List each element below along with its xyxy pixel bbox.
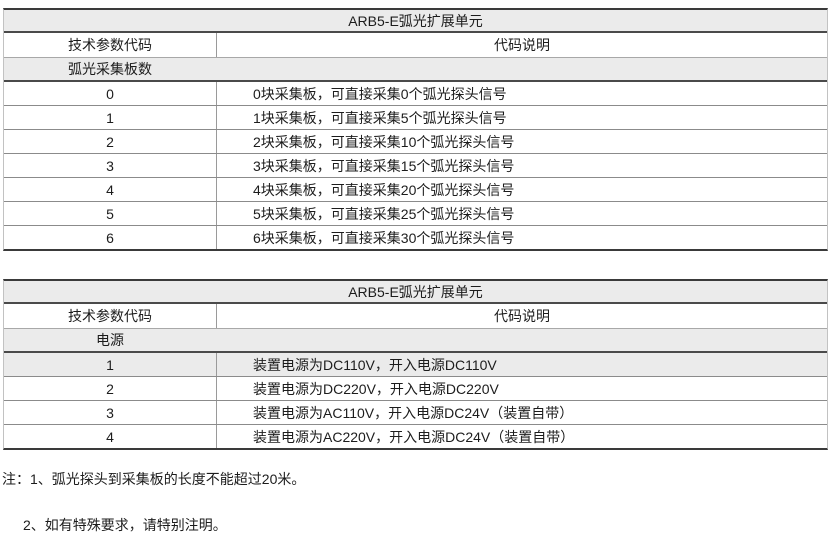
param-code-cell: 4 — [4, 425, 217, 448]
column-header-param-code: 技术参数代码 — [4, 304, 217, 328]
table-row: 5 5块采集板，可直接采集25个弧光探头信号 — [4, 202, 827, 226]
table-row: 1 装置电源为DC110V，开入电源DC110V — [4, 353, 827, 377]
param-code-cell: 0 — [4, 82, 217, 105]
footnote-2-text: 2、如有特殊要求，请特别注明。 — [23, 517, 227, 533]
param-code-cell: 6 — [4, 226, 217, 249]
section-row-collector-boards: 弧光采集板数 — [4, 58, 827, 82]
table-row: 0 0块采集板，可直接采集0个弧光探头信号 — [4, 82, 827, 106]
code-desc-cell: 4块采集板，可直接采集20个弧光探头信号 — [253, 181, 515, 198]
table-row: 1 1块采集板，可直接采集5个弧光探头信号 — [4, 106, 827, 130]
code-desc-cell: 6块采集板，可直接采集30个弧光探头信号 — [253, 229, 515, 246]
param-code-cell: 4 — [4, 178, 217, 201]
footnote-1: 注：1、弧光探头到采集板的长度不能超过20米。 — [2, 469, 831, 489]
footnote-2: 2、如有特殊要求，请特别注明。 — [2, 515, 831, 535]
param-code-cell: 2 — [4, 377, 217, 400]
code-desc-cell: 3块采集板，可直接采集15个弧光探头信号 — [253, 157, 515, 174]
table-header-row: 技术参数代码 代码说明 — [4, 33, 827, 58]
param-code-cell: 1 — [4, 353, 217, 376]
spec-table-power-supply: ARB5-E弧光扩展单元 技术参数代码 代码说明 电源 1 装置电源为DC110… — [3, 279, 828, 450]
code-desc-cell: 2块采集板，可直接采集10个弧光探头信号 — [253, 133, 515, 150]
table-title-row: ARB5-E弧光扩展单元 — [4, 281, 827, 304]
code-desc-cell: 装置电源为DC220V，开入电源DC220V — [253, 380, 499, 397]
table-row: 6 6块采集板，可直接采集30个弧光探头信号 — [4, 226, 827, 249]
section-label: 弧光采集板数 — [68, 61, 152, 77]
code-desc-cell: 装置电源为AC220V，开入电源DC24V（装置自带） — [253, 428, 575, 445]
code-desc-cell: 1块采集板，可直接采集5个弧光探头信号 — [253, 109, 507, 126]
param-code-cell: 3 — [4, 401, 217, 424]
table-title: ARB5-E弧光扩展单元 — [348, 283, 483, 300]
section-label: 电源 — [96, 332, 124, 348]
param-code-cell: 1 — [4, 106, 217, 129]
table-row: 3 装置电源为AC110V，开入电源DC24V（装置自带） — [4, 401, 827, 425]
footnotes: 注：1、弧光探头到采集板的长度不能超过20米。 2、如有特殊要求，请特别注明。 — [2, 469, 831, 535]
code-desc-cell: 装置电源为DC110V，开入电源DC110V — [253, 356, 497, 373]
param-code-cell: 5 — [4, 202, 217, 225]
table-row: 4 装置电源为AC220V，开入电源DC24V（装置自带） — [4, 425, 827, 448]
table-title: ARB5-E弧光扩展单元 — [348, 12, 483, 29]
code-desc-cell: 装置电源为AC110V，开入电源DC24V（装置自带） — [253, 404, 574, 421]
code-desc-cell: 5块采集板，可直接采集25个弧光探头信号 — [253, 205, 515, 222]
table-row: 3 3块采集板，可直接采集15个弧光探头信号 — [4, 154, 827, 178]
table-row: 2 装置电源为DC220V，开入电源DC220V — [4, 377, 827, 401]
column-header-code-desc: 代码说明 — [494, 37, 550, 53]
table-row: 4 4块采集板，可直接采集20个弧光探头信号 — [4, 178, 827, 202]
page: ARB5-E弧光扩展单元 技术参数代码 代码说明 弧光采集板数 0 0块采集板，… — [0, 8, 831, 542]
table-title-row: ARB5-E弧光扩展单元 — [4, 10, 827, 33]
section-row-power: 电源 — [4, 329, 827, 353]
column-header-code-desc: 代码说明 — [494, 308, 550, 324]
footnote-1-text: 1、弧光探头到采集板的长度不能超过20米。 — [30, 471, 306, 487]
param-code-cell: 3 — [4, 154, 217, 177]
footnote-label: 注： — [2, 471, 30, 487]
table-header-row: 技术参数代码 代码说明 — [4, 304, 827, 329]
column-header-param-code: 技术参数代码 — [4, 33, 217, 57]
spec-table-collector-boards: ARB5-E弧光扩展单元 技术参数代码 代码说明 弧光采集板数 0 0块采集板，… — [3, 8, 828, 251]
param-code-cell: 2 — [4, 130, 217, 153]
table-row: 2 2块采集板，可直接采集10个弧光探头信号 — [4, 130, 827, 154]
code-desc-cell: 0块采集板，可直接采集0个弧光探头信号 — [253, 85, 507, 102]
